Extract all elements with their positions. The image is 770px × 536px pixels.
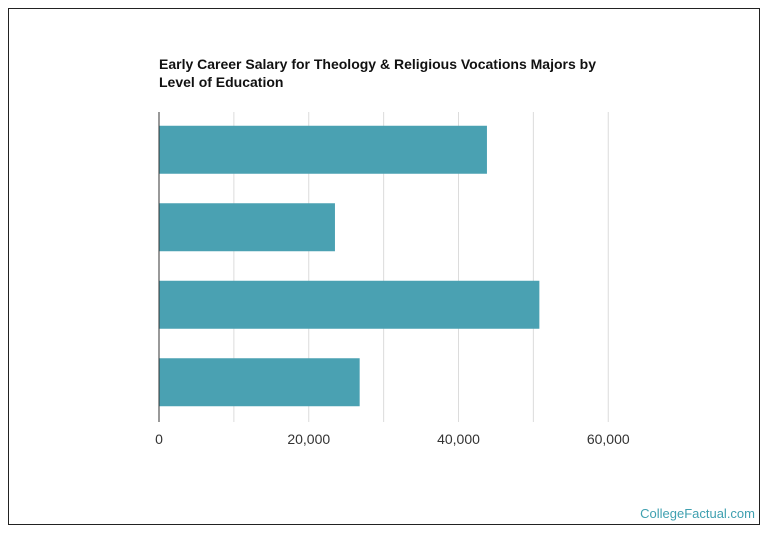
bar [159,203,335,252]
chart-title: Early Career Salary for Theology & Relig… [159,56,596,90]
bar [159,358,360,407]
bar [159,125,487,174]
bar [159,280,540,329]
credit-link[interactable]: CollegeFactual.com [640,506,755,521]
x-tick-label: 0 [155,431,163,447]
x-tick-label: 40,000 [437,431,480,447]
x-axis-ticks: 0 20,000 40,000 60,000 [155,431,630,447]
x-tick-label: 20,000 [287,431,330,447]
bars [159,125,540,407]
x-tick-label: 60,000 [587,431,630,447]
